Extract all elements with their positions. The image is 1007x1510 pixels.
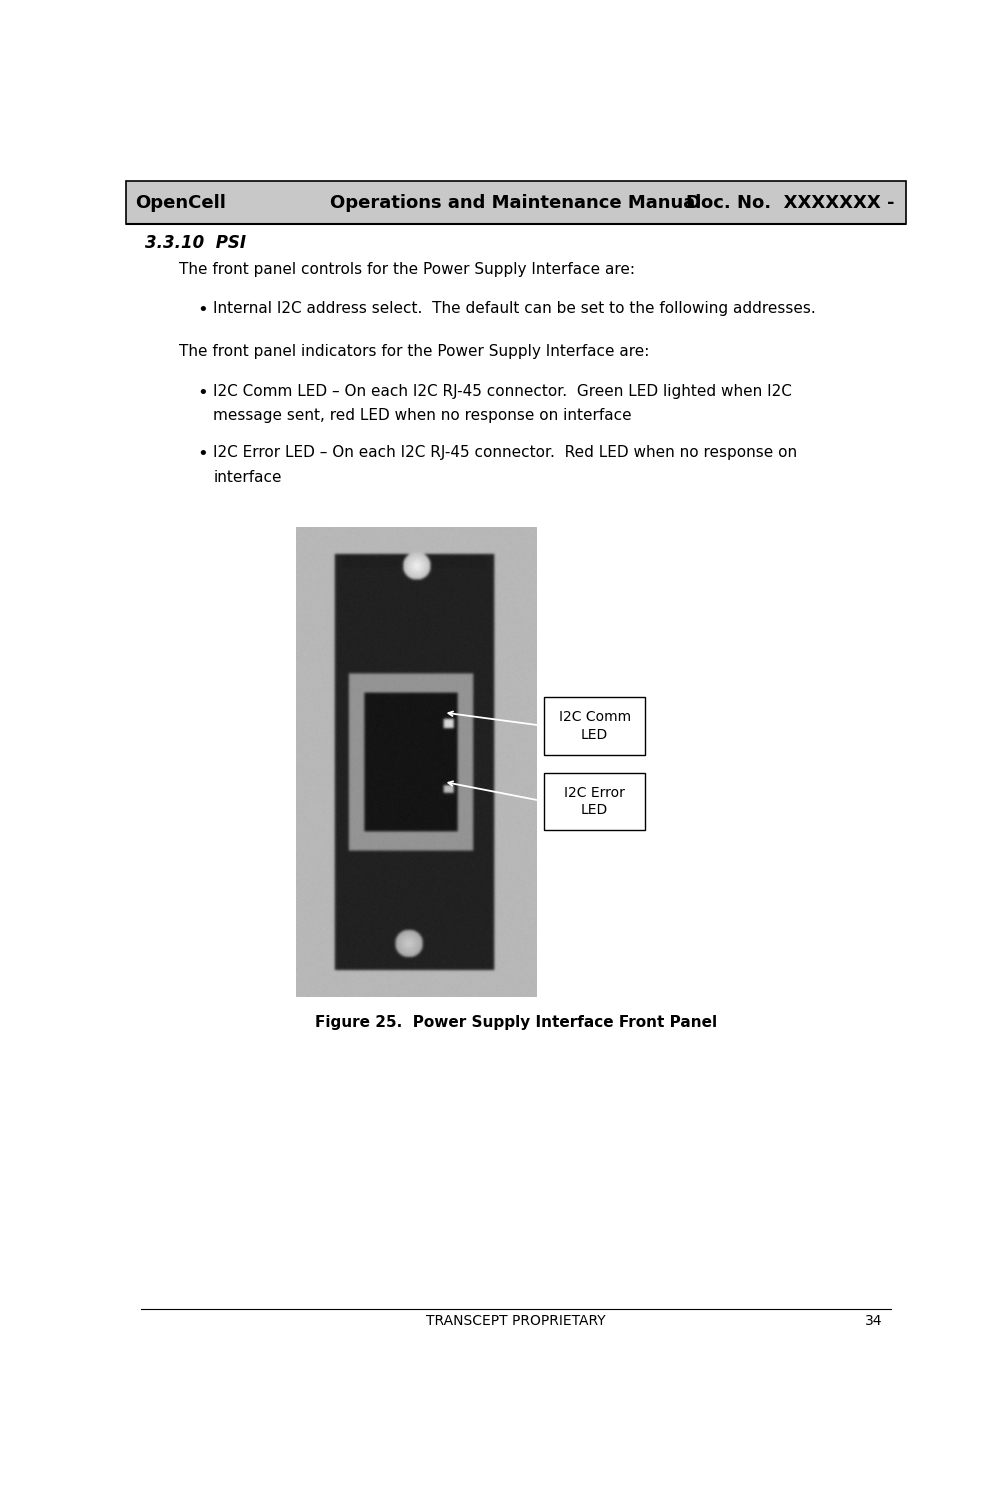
Text: I2C Comm
LED: I2C Comm LED xyxy=(559,710,630,741)
Text: OpenCell: OpenCell xyxy=(135,193,227,211)
Text: The front panel controls for the Power Supply Interface are:: The front panel controls for the Power S… xyxy=(178,263,634,276)
Text: •: • xyxy=(197,444,207,462)
Text: message sent, red LED when no response on interface: message sent, red LED when no response o… xyxy=(213,408,632,423)
Text: I2C Comm LED – On each I2C RJ-45 connector.  Green LED lighted when I2C: I2C Comm LED – On each I2C RJ-45 connect… xyxy=(213,384,793,399)
Text: The front panel indicators for the Power Supply Interface are:: The front panel indicators for the Power… xyxy=(178,344,649,359)
FancyBboxPatch shape xyxy=(545,698,645,755)
FancyBboxPatch shape xyxy=(126,181,906,223)
Text: •: • xyxy=(197,300,207,319)
Text: I2C Error
LED: I2C Error LED xyxy=(564,785,625,817)
Text: 3.3.10  PSI: 3.3.10 PSI xyxy=(145,234,247,252)
Text: Operations and Maintenance Manual: Operations and Maintenance Manual xyxy=(330,193,702,211)
Text: •: • xyxy=(197,384,207,402)
Text: 34: 34 xyxy=(865,1314,883,1327)
Text: Doc. No.  XXXXXXX -: Doc. No. XXXXXXX - xyxy=(686,193,894,211)
Text: interface: interface xyxy=(213,470,282,485)
Text: Internal I2C address select.  The default can be set to the following addresses.: Internal I2C address select. The default… xyxy=(213,300,817,316)
FancyBboxPatch shape xyxy=(545,773,645,830)
Text: TRANSCEPT PROPRIETARY: TRANSCEPT PROPRIETARY xyxy=(426,1314,606,1327)
Text: Figure 25.  Power Supply Interface Front Panel: Figure 25. Power Supply Interface Front … xyxy=(315,1015,717,1030)
Text: I2C Error LED – On each I2C RJ-45 connector.  Red LED when no response on: I2C Error LED – On each I2C RJ-45 connec… xyxy=(213,444,798,459)
